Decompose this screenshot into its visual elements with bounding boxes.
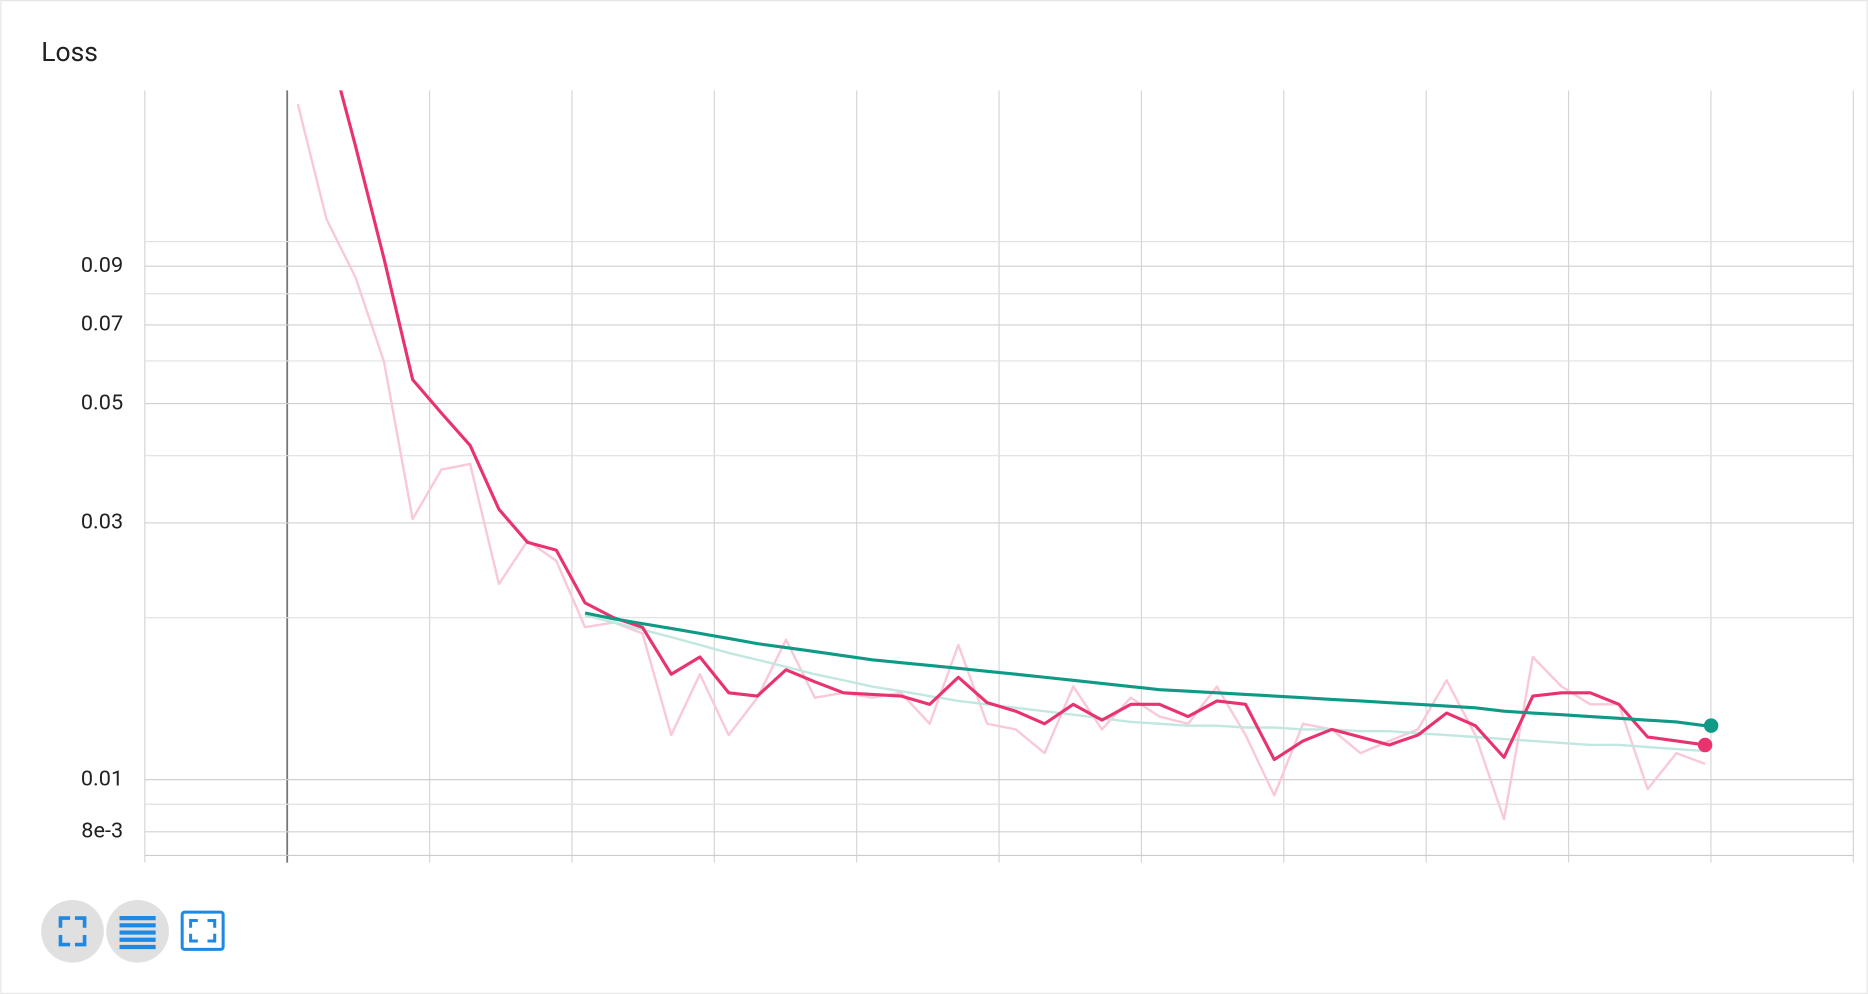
fit-domain-button[interactable] [180, 910, 225, 951]
y-tick-label: 0.03 [81, 510, 123, 535]
last-point-dot [1697, 737, 1713, 753]
series-line [584, 611, 1706, 728]
grid [144, 90, 1854, 863]
y-tick-label: 0.01 [81, 766, 123, 791]
y-tick-label: 0.05 [81, 390, 123, 415]
series-line [339, 90, 1706, 762]
y-tick-label: 8e-3 [81, 819, 123, 844]
fullscreen-button[interactable] [41, 900, 104, 963]
plot-area [296, 90, 1706, 821]
toolbar [41, 900, 225, 963]
y-tick-label: 0.09 [81, 253, 123, 278]
series-line [584, 614, 1706, 753]
end-dots [1697, 718, 1719, 753]
chart-title: Loss [41, 37, 98, 68]
last-point-dot [1703, 718, 1719, 733]
log-scale-button[interactable] [106, 900, 169, 963]
y-tick-label: 0.07 [81, 312, 123, 337]
